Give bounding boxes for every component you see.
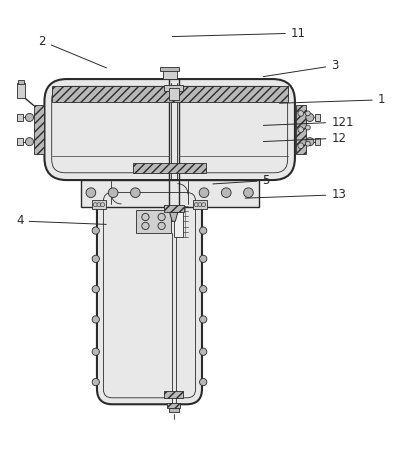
FancyBboxPatch shape	[44, 79, 295, 180]
Circle shape	[158, 213, 165, 220]
Bar	[169, 408, 179, 412]
Text: 4: 4	[16, 215, 106, 228]
Text: 1: 1	[280, 93, 385, 106]
Circle shape	[200, 379, 207, 386]
Circle shape	[158, 222, 165, 229]
Circle shape	[200, 316, 207, 323]
Bar	[17, 83, 25, 98]
Bar	[52, 86, 288, 101]
Text: 121: 121	[263, 115, 354, 128]
Bar	[17, 114, 23, 121]
Text: 2: 2	[38, 35, 107, 68]
Circle shape	[92, 227, 99, 234]
Bar	[167, 404, 180, 408]
Bar	[162, 70, 177, 79]
Bar	[193, 200, 207, 209]
FancyBboxPatch shape	[97, 186, 202, 404]
Circle shape	[25, 138, 34, 146]
Text: 3: 3	[263, 59, 339, 77]
Circle shape	[244, 188, 253, 198]
Circle shape	[92, 255, 99, 263]
Bar	[315, 114, 320, 121]
Bar	[169, 88, 179, 100]
Text: 5: 5	[213, 174, 270, 187]
Circle shape	[202, 202, 206, 207]
Circle shape	[142, 222, 149, 229]
Circle shape	[198, 202, 202, 207]
Circle shape	[298, 127, 303, 132]
Circle shape	[200, 255, 207, 263]
Text: 11: 11	[173, 26, 306, 40]
Circle shape	[108, 188, 118, 198]
Text: 12: 12	[263, 132, 346, 145]
Bar	[18, 80, 24, 84]
Bar	[164, 85, 183, 91]
Circle shape	[92, 379, 99, 386]
Bar	[81, 180, 259, 207]
Circle shape	[92, 348, 99, 356]
Bar	[164, 391, 183, 398]
Circle shape	[101, 202, 105, 207]
Circle shape	[130, 188, 140, 198]
Polygon shape	[170, 212, 178, 221]
Bar	[17, 138, 23, 145]
Circle shape	[305, 125, 310, 130]
Circle shape	[142, 213, 149, 220]
Circle shape	[306, 114, 314, 122]
Circle shape	[305, 141, 310, 146]
Bar	[92, 200, 106, 209]
Bar	[296, 106, 306, 154]
Circle shape	[305, 111, 310, 116]
Circle shape	[298, 143, 303, 149]
Bar	[133, 163, 206, 173]
Circle shape	[93, 202, 97, 207]
Circle shape	[194, 202, 198, 207]
Bar	[164, 205, 184, 212]
Circle shape	[92, 316, 99, 323]
Circle shape	[200, 286, 207, 293]
Text: 13: 13	[245, 188, 346, 201]
Circle shape	[25, 114, 34, 122]
Circle shape	[92, 286, 99, 293]
Bar	[137, 211, 171, 233]
Circle shape	[298, 110, 303, 116]
Bar	[34, 106, 44, 154]
Circle shape	[86, 188, 96, 198]
Circle shape	[200, 348, 207, 356]
Bar	[174, 207, 183, 237]
Circle shape	[199, 188, 209, 198]
Circle shape	[306, 138, 314, 146]
Circle shape	[97, 202, 101, 207]
Bar	[160, 67, 179, 71]
Circle shape	[200, 227, 207, 234]
Bar	[315, 138, 320, 145]
Circle shape	[221, 188, 231, 198]
